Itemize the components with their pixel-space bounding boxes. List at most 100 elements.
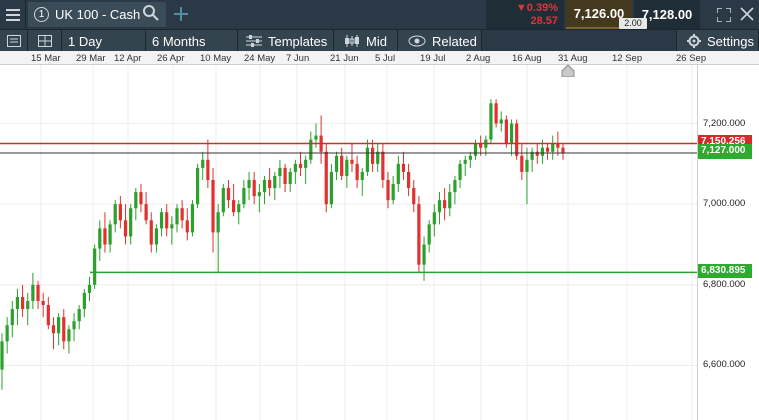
candle-body (376, 151, 380, 164)
candle-body (324, 151, 328, 205)
instrument-tab[interactable]: 1 UK 100 - Cash (28, 2, 166, 27)
templates-label: Templates (268, 33, 328, 49)
candle-body (26, 300, 30, 310)
date-label: 31 Aug (558, 53, 588, 64)
price-tick: 6,600.000 (703, 359, 746, 370)
candlestick-chart[interactable] (0, 65, 697, 420)
interval-label: 1 Day (68, 33, 102, 49)
price-axis (697, 65, 759, 420)
instrument-name: UK 100 - Cash (55, 7, 141, 22)
candle-body (190, 204, 195, 233)
candle-body (545, 147, 550, 152)
candle-body (185, 220, 189, 233)
layout-icon (6, 35, 21, 47)
toolbar-spacer (482, 30, 677, 52)
date-label: 10 May (200, 53, 232, 64)
change-percent: ▼0.39% (515, 2, 558, 14)
candle-body (334, 155, 339, 172)
candle-body (46, 305, 50, 326)
candle-body (278, 167, 282, 176)
candle-body (159, 212, 164, 229)
candle-body (453, 179, 457, 193)
candle-body (0, 341, 4, 370)
candle-body (298, 163, 303, 168)
chart-toolbar: 1 Day 6 Months Templates Mid Rel (0, 29, 759, 52)
candle-body (422, 244, 426, 265)
candle-body (36, 284, 40, 301)
candle-body (144, 204, 148, 221)
candle-body (237, 204, 241, 213)
search-button[interactable] (142, 4, 160, 27)
grid-button[interactable] (28, 30, 62, 52)
date-label: 5 Jul (375, 53, 396, 64)
candle-body (515, 123, 519, 156)
candle-body (499, 119, 503, 124)
candle-body (72, 321, 76, 330)
candle-body (530, 151, 534, 160)
candle-body (304, 159, 308, 168)
candle-body (329, 171, 333, 205)
date-label: 15 Mar (31, 53, 61, 64)
candle-body (473, 143, 478, 156)
candle-body (252, 179, 256, 197)
candle-body (293, 163, 297, 172)
candle-body (149, 220, 153, 245)
instrument-bar: 1 UK 100 - Cash ▼0.39% 28.57 7,126.00 7,… (0, 0, 759, 29)
candle-body (41, 300, 45, 306)
candle-body (525, 159, 529, 172)
close-button[interactable] (740, 7, 754, 26)
candle-body (51, 325, 56, 334)
layout-button[interactable] (0, 30, 28, 52)
candle-body (247, 179, 251, 189)
add-tab-button[interactable] (174, 3, 188, 26)
candle-body (283, 167, 287, 185)
candle-body (345, 159, 349, 176)
candle-body (77, 309, 81, 322)
candle-body (232, 200, 236, 213)
range-label: 6 Months (152, 33, 206, 49)
price-change: ▼0.39% 28.57 (486, 0, 564, 29)
candle-body (226, 188, 231, 201)
range-selector[interactable]: 6 Months (146, 30, 238, 52)
candle-body (365, 147, 370, 172)
candle-body (10, 309, 14, 326)
candle-body (468, 155, 472, 160)
plus-icon (174, 7, 188, 21)
expand-button[interactable] (716, 7, 732, 27)
candle-body (540, 147, 545, 156)
candle-body (432, 212, 436, 225)
candle-body (458, 163, 462, 180)
candles-icon (345, 35, 359, 47)
candle-body (123, 220, 128, 237)
templates-button[interactable]: Templates (238, 30, 334, 52)
candle-body (412, 188, 416, 205)
date-label: 19 Jul (420, 53, 446, 64)
candle-body (201, 159, 205, 168)
candle-body (504, 119, 508, 144)
candle-body (396, 163, 400, 185)
candle-body (463, 159, 467, 164)
candle-body (242, 188, 246, 205)
related-button[interactable]: Related (398, 30, 482, 52)
candle-body (103, 228, 107, 245)
candle-body (355, 163, 359, 180)
templates-icon (246, 35, 262, 47)
candle-body (288, 171, 292, 185)
date-label: 7 Jun (286, 53, 310, 64)
candle-body (87, 284, 92, 293)
hamburger-menu-button[interactable] (0, 0, 26, 29)
interval-selector[interactable]: 1 Day (62, 30, 146, 52)
candle-body (67, 329, 71, 342)
event-marker-icon[interactable] (561, 65, 575, 77)
candle-body (98, 228, 102, 249)
date-label: 26 Sep (676, 53, 707, 64)
candle-body (211, 179, 215, 233)
candle-body (108, 224, 112, 245)
close-icon (740, 7, 754, 21)
date-label: 12 Sep (612, 53, 643, 64)
price-type-selector[interactable]: Mid (334, 30, 398, 52)
candle-body (57, 317, 61, 334)
candle-body (417, 204, 421, 265)
settings-button[interactable]: Settings (677, 30, 759, 52)
grid-icon (37, 35, 52, 47)
